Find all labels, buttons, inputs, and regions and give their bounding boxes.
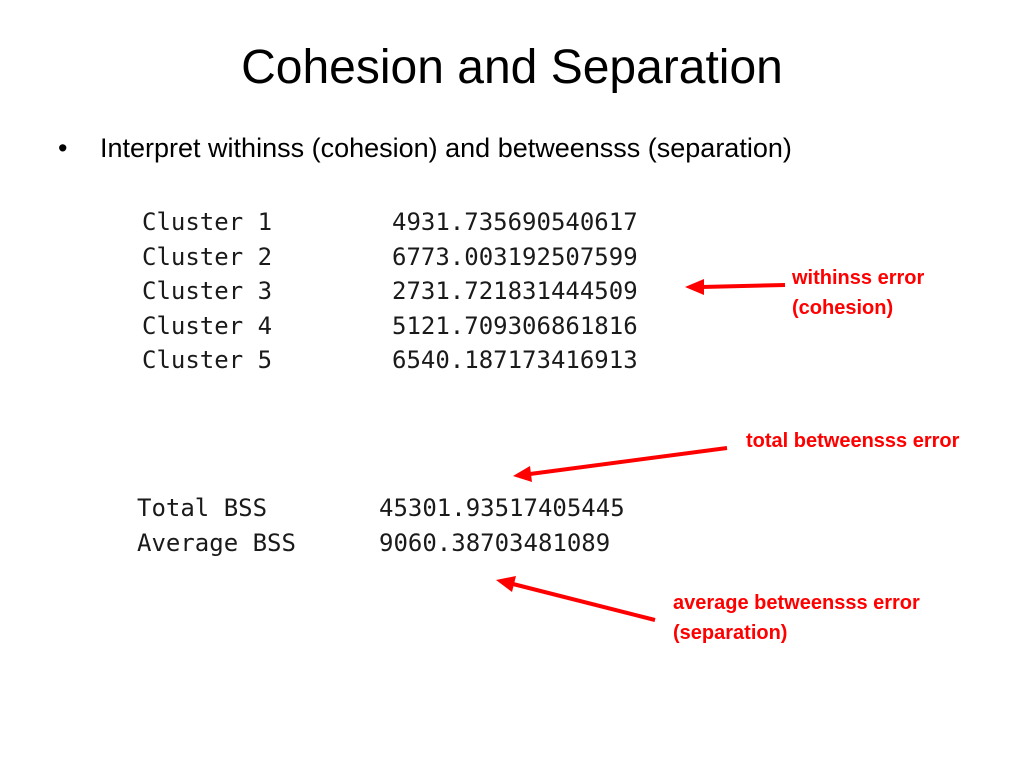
bss-row: Average BSS 9060.38703481089 <box>137 526 625 561</box>
annotation-line: withinss error <box>792 267 925 289</box>
average-annotation: average betweensss error (separation) <box>673 588 920 648</box>
average-arrow <box>512 582 656 622</box>
annotation-line: average betweensss error <box>673 592 920 614</box>
annotation-line: total betweensss error <box>746 430 960 452</box>
average-arrowhead-icon <box>496 576 516 592</box>
bullet-icon: • <box>58 133 68 163</box>
betweenss-output: Total BSS 45301.93517405445 Average BSS … <box>137 491 625 560</box>
cluster-value: 5121.709306861816 <box>392 311 638 340</box>
total-arrow <box>529 446 728 476</box>
cluster-label: Cluster 4 <box>142 311 273 340</box>
withinss-annotation: withinss error (cohesion) <box>792 263 924 323</box>
slide-title: Cohesion and Separation <box>241 41 783 94</box>
bss-value: 45301.93517405445 <box>379 494 625 522</box>
bss-row: Total BSS 45301.93517405445 <box>137 491 625 526</box>
bullet-item: • Interpret withinss (cohesion) and betw… <box>58 130 792 166</box>
bullet-text: Interpret withinss (cohesion) and betwee… <box>100 133 792 163</box>
bss-value: 9060.38703481089 <box>379 528 611 557</box>
cluster-row: Cluster 4 5121.709306861816 <box>142 309 638 344</box>
cluster-value: 6773.003192507599 <box>392 242 638 271</box>
cluster-row: Cluster 5 6540.187173416913 <box>142 343 638 378</box>
cluster-row: Cluster 2 6773.003192507599 <box>142 240 638 275</box>
withinss-arrowhead-icon <box>685 279 704 295</box>
cluster-label: Cluster 3 <box>142 277 273 305</box>
bss-label: Total BSS <box>137 494 268 522</box>
cluster-label: Cluster 5 <box>142 346 273 374</box>
cluster-row: Cluster 1 4931.735690540617 <box>142 205 638 240</box>
cluster-value: 4931.735690540617 <box>392 208 638 236</box>
cluster-value: 6540.187173416913 <box>392 346 638 374</box>
annotation-line: (separation) <box>673 622 788 644</box>
withinss-output: Cluster 1 4931.735690540617 Cluster 2 67… <box>142 205 638 378</box>
cluster-row: Cluster 3 2731.721831444509 <box>142 274 638 309</box>
total-annotation: total betweensss error <box>746 426 959 456</box>
cluster-value: 2731.721831444509 <box>392 277 638 305</box>
bss-label: Average BSS <box>137 528 296 557</box>
withinss-arrow <box>701 283 786 289</box>
cluster-label: Cluster 2 <box>142 242 273 271</box>
annotation-line: (cohesion) <box>792 297 894 319</box>
total-arrowhead-icon <box>513 466 532 482</box>
cluster-label: Cluster 1 <box>142 208 273 236</box>
